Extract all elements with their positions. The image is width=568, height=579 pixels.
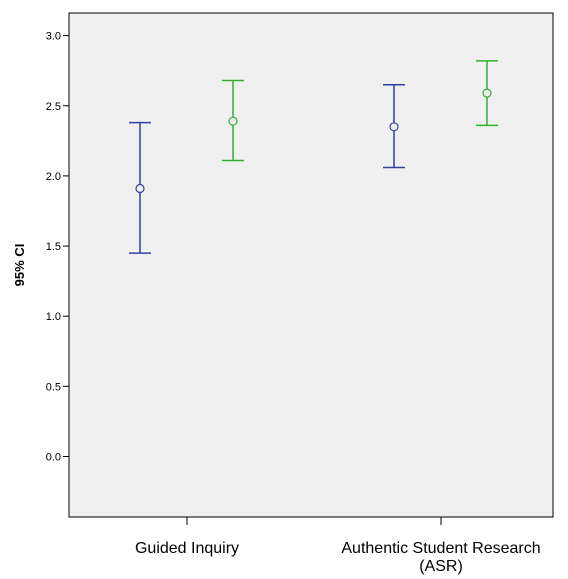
- y-tick-label: 1.5: [46, 241, 61, 253]
- mean-point: [135, 183, 145, 194]
- y-axis-title: 95% CI: [12, 244, 27, 287]
- y-tick-label: 2.0: [46, 171, 61, 183]
- y-tick-label: 1.0: [46, 311, 61, 323]
- x-category-label: (ASR): [419, 558, 463, 575]
- error-bar: [222, 79, 244, 162]
- error-bar: [383, 83, 405, 169]
- y-tick-label: 2.5: [46, 101, 61, 113]
- x-axis-ticks: Guided Inquiry Authentic Student Research…: [135, 517, 541, 575]
- error-bar: [476, 60, 498, 127]
- mean-point: [228, 116, 238, 126]
- plot-area: [68, 12, 554, 518]
- mean-point: [389, 122, 399, 132]
- mean-point: [482, 88, 492, 98]
- x-category-label: Authentic Student Research: [341, 540, 540, 557]
- y-tick-label: 0.0: [46, 452, 61, 464]
- y-tick-label: 3.0: [46, 31, 61, 43]
- x-category-label: Guided Inquiry: [135, 540, 239, 557]
- y-tick-label: 0.5: [46, 381, 61, 393]
- error-bar: [129, 121, 151, 254]
- y-axis-ticks: 0.0 0.5 1.0 1.5 2.0 2.5 3.0: [46, 31, 69, 464]
- error-bars: [129, 60, 498, 254]
